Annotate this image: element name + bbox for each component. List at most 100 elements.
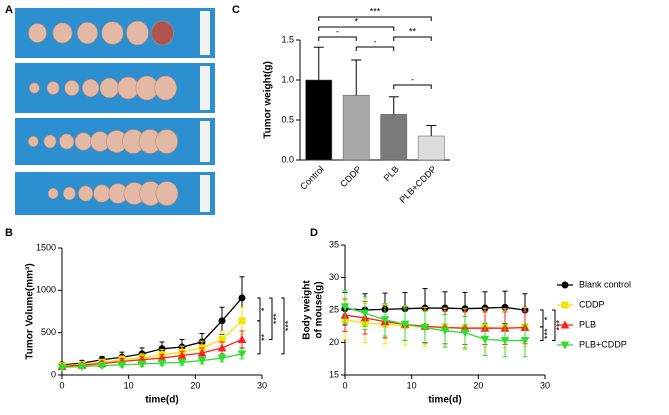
significance-label: ** (259, 333, 269, 341)
x-tick-label: PLB+CDDP (397, 164, 438, 205)
panel-label: C (232, 4, 240, 16)
significance-bracket (393, 36, 432, 41)
point (238, 294, 246, 302)
point (480, 335, 490, 344)
legend-marker (561, 301, 569, 309)
x-axis-label: time(d) (428, 395, 461, 406)
ruler (200, 121, 210, 162)
significance-label: - (336, 26, 339, 36)
significance-bracket (540, 326, 544, 342)
tumor (59, 133, 75, 150)
series-line (344, 306, 525, 342)
significance-label: *** (271, 313, 281, 324)
tumor (78, 185, 94, 202)
series-line (61, 353, 243, 369)
tumor (47, 187, 59, 200)
y-tick-label: 0.5 (281, 114, 294, 124)
ruler (200, 175, 210, 212)
tumor (93, 184, 111, 203)
bar (342, 94, 370, 161)
x-tick-label: Control (298, 164, 326, 192)
tumor (126, 20, 149, 46)
legend-label: CDDP (579, 299, 605, 309)
y-tick-label: 0 (51, 369, 56, 379)
point (420, 324, 430, 333)
x-tick-label: 0 (342, 380, 347, 390)
y-tick-label: 35 (329, 239, 339, 249)
series-line (61, 320, 243, 367)
tumor (46, 81, 60, 95)
legend-marker (560, 341, 570, 350)
x-tick-label: PLB (382, 164, 401, 183)
bar (305, 79, 333, 161)
tumor (29, 82, 40, 94)
ruler (200, 11, 210, 55)
y-axis-label: Tumor Volume(mm³) (25, 263, 36, 359)
tumor (43, 134, 57, 149)
point (500, 337, 510, 346)
tumor (101, 21, 124, 45)
point (177, 350, 187, 360)
tumor (151, 20, 174, 46)
point (177, 358, 187, 367)
panel-label: B (5, 227, 13, 239)
point (217, 354, 227, 363)
point (77, 363, 87, 372)
significance-label: *** (370, 6, 381, 16)
x-tick-label: 0 (59, 380, 64, 390)
point (218, 317, 226, 325)
y-tick-label: 1000 (36, 285, 56, 295)
legend-label: PLB+CDDP (579, 339, 627, 349)
series-line (61, 338, 243, 368)
x-tick-label: 20 (473, 380, 483, 390)
y-axis-label: Body weight (302, 280, 313, 340)
tumor (155, 181, 179, 206)
point (197, 348, 207, 357)
panel-label: D (310, 227, 318, 239)
tumor (64, 80, 80, 96)
tumor (28, 135, 39, 148)
tumor (62, 186, 76, 201)
series-line (61, 297, 243, 366)
ruler (200, 66, 210, 110)
point (380, 316, 390, 325)
tumor (77, 21, 99, 45)
point (157, 359, 167, 368)
significance-bracket (552, 309, 556, 342)
x-tick-label: 20 (190, 380, 200, 390)
point (217, 343, 227, 352)
y-tick-label: 20 (329, 337, 339, 347)
tumor (28, 23, 47, 43)
tumor (155, 129, 178, 154)
tumor (99, 77, 120, 99)
significance-bracket (318, 16, 432, 21)
point (238, 317, 246, 325)
bar (380, 114, 408, 161)
significance-label: ** (409, 26, 417, 36)
point (197, 357, 207, 366)
point (360, 309, 370, 318)
series-line (344, 314, 526, 329)
y-tick-label: 500 (41, 327, 56, 337)
x-axis-label: time(d) (145, 395, 178, 406)
legend-label: Blank control (579, 279, 631, 289)
x-tick-label: 10 (407, 380, 417, 390)
significance-bracket (257, 320, 261, 355)
significance-label: - (411, 74, 414, 84)
significance-label: - (374, 36, 377, 46)
x-tick-label: 30 (257, 380, 267, 390)
point (340, 303, 350, 312)
point (57, 363, 67, 372)
tumor (74, 132, 92, 151)
significance-bracket (393, 84, 432, 89)
y-tick-label: 1500 (36, 242, 56, 252)
tumor (82, 78, 100, 98)
y-tick-label: 30 (329, 272, 339, 282)
significance-label: *** (283, 320, 293, 331)
point (97, 362, 107, 371)
legend-marker (560, 320, 570, 329)
point (460, 329, 470, 338)
significance-bracket (318, 26, 395, 31)
significance-bracket (269, 297, 273, 340)
point (400, 320, 410, 329)
